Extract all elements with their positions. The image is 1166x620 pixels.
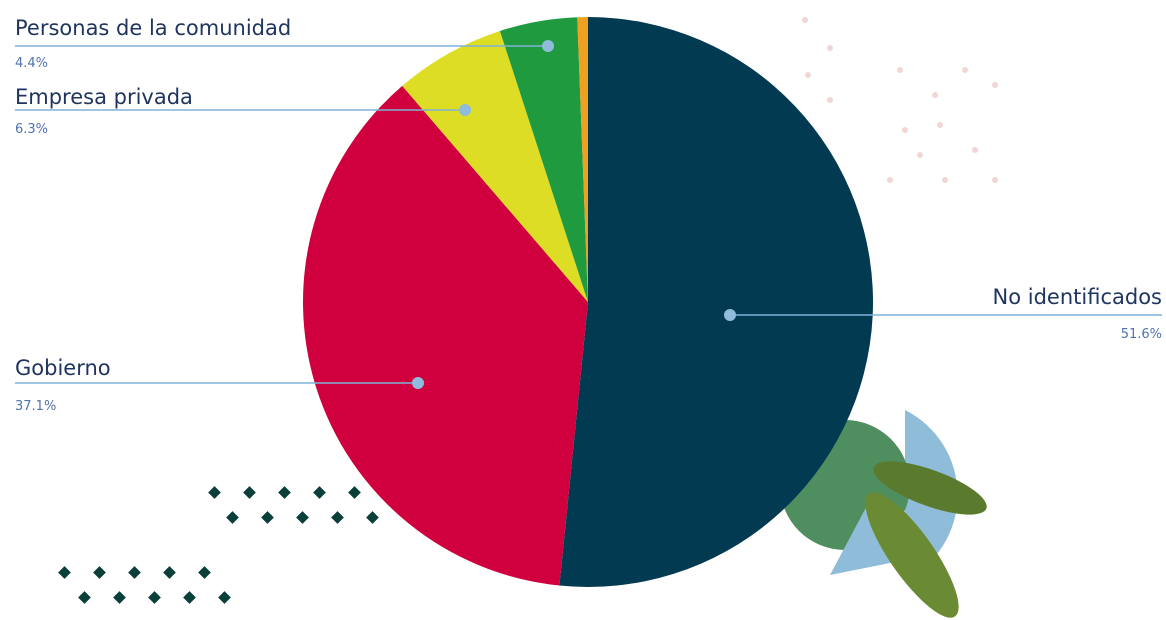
value-label: 37.1% xyxy=(15,399,56,414)
value-label: 4.4% xyxy=(15,56,48,71)
category-label: No identificados xyxy=(993,285,1162,309)
value-label: 51.6% xyxy=(1121,327,1162,342)
leader-dot xyxy=(412,377,424,389)
leader-dot xyxy=(724,309,736,321)
pie-slice xyxy=(577,17,588,302)
pie-slice xyxy=(302,85,588,586)
category-label: Gobierno xyxy=(15,356,111,380)
leader-dot xyxy=(459,104,471,116)
leader-dot xyxy=(542,40,554,52)
pie-slice xyxy=(559,17,873,587)
category-label: Personas de la comunidad xyxy=(15,16,291,40)
pie-slice xyxy=(402,30,588,303)
category-label: Empresa privada xyxy=(15,85,193,109)
pie-slice xyxy=(499,17,588,302)
value-label: 6.3% xyxy=(15,122,48,137)
